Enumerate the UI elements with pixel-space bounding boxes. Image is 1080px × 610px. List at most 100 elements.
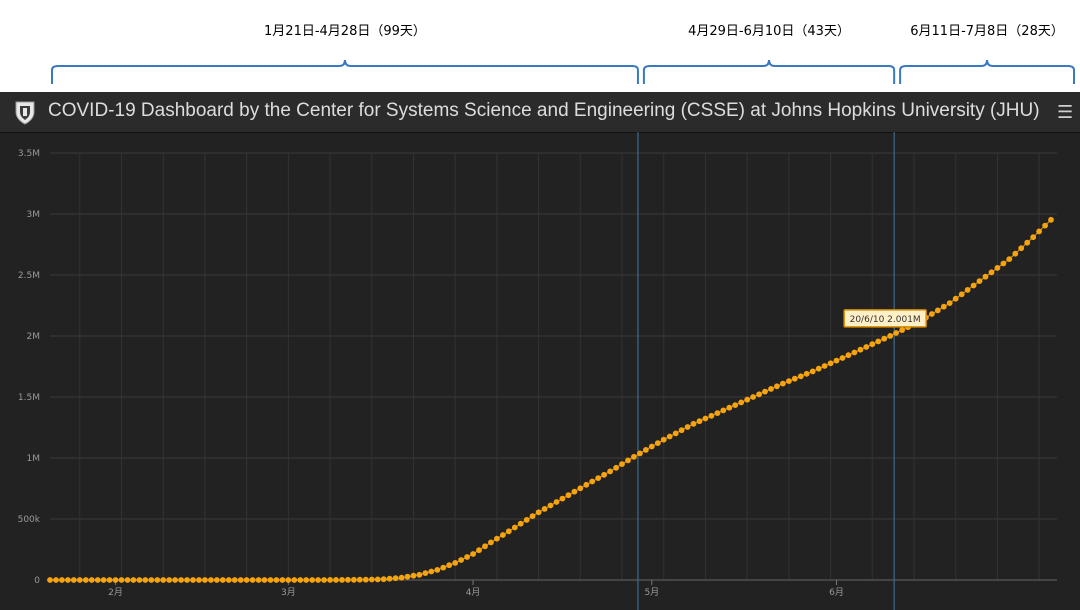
data-point xyxy=(219,577,226,583)
data-point xyxy=(488,539,494,546)
data-point xyxy=(1024,239,1031,246)
data-point xyxy=(786,378,792,384)
data-point xyxy=(327,577,333,583)
data-point xyxy=(505,528,512,535)
data-point xyxy=(416,571,423,578)
data-point xyxy=(500,532,506,538)
data-point xyxy=(172,577,179,583)
data-point xyxy=(797,373,804,380)
data-point xyxy=(869,341,876,348)
data-point xyxy=(839,355,846,361)
data-point xyxy=(130,577,137,583)
data-point xyxy=(1006,256,1013,262)
data-point xyxy=(762,388,768,395)
data-point xyxy=(184,577,190,583)
data-point xyxy=(881,335,888,342)
data-point xyxy=(750,394,756,400)
data-point xyxy=(583,481,590,488)
data-point xyxy=(464,554,470,560)
data-point xyxy=(994,265,1001,271)
data-point xyxy=(720,407,727,414)
data-point xyxy=(666,433,673,440)
data-point xyxy=(362,576,369,583)
data-point xyxy=(696,418,703,425)
x-tick-label: 3月 xyxy=(281,587,296,598)
period-label: 1月21日-4月28日（99天） xyxy=(264,24,426,39)
data-point xyxy=(65,577,71,583)
data-point xyxy=(148,577,155,583)
data-point xyxy=(929,311,935,317)
data-point xyxy=(821,363,828,369)
data-point xyxy=(356,576,363,583)
data-point xyxy=(643,447,649,453)
cumulative-cases-chart: 0 500k 1M 1.5M 2M 2.5M 3M 3.5M 2月 3月 4月 5月 6月 20/6/10… xyxy=(18,132,1057,610)
data-point xyxy=(267,577,274,583)
data-point xyxy=(1048,216,1054,223)
data-point xyxy=(392,575,399,582)
data-point xyxy=(190,577,196,583)
data-point xyxy=(333,577,339,583)
y-tick-label: 500k xyxy=(18,515,41,525)
data-point xyxy=(547,502,554,509)
data-point xyxy=(374,576,381,583)
data-point xyxy=(559,495,566,502)
data-point xyxy=(202,577,208,583)
data-point xyxy=(88,577,95,583)
data-point xyxy=(702,415,709,422)
dashboard-panel: COVID-19 Dashboard by the Center for Sys… xyxy=(0,92,1080,610)
data-point xyxy=(678,427,685,434)
data-point xyxy=(970,282,977,289)
period-bracket xyxy=(642,59,896,84)
data-point xyxy=(619,461,625,467)
data-point xyxy=(398,574,405,581)
data-point xyxy=(517,520,524,527)
data-point xyxy=(76,577,83,583)
data-point xyxy=(446,562,453,569)
data-point xyxy=(345,576,351,583)
data-point xyxy=(249,577,256,583)
data-point xyxy=(553,499,560,505)
data-point xyxy=(607,468,613,475)
data-point xyxy=(1030,234,1037,241)
data-point xyxy=(946,300,953,306)
data-point xyxy=(803,370,810,377)
data-point xyxy=(827,360,834,367)
data-point xyxy=(863,344,870,350)
data-point xyxy=(958,291,965,298)
data-point xyxy=(458,557,464,563)
dashboard-header: COVID-19 Dashboard by the Center for Sys… xyxy=(0,92,1080,133)
data-point xyxy=(208,577,214,583)
data-point xyxy=(780,380,786,387)
hamburger-menu-icon[interactable]: ☰ xyxy=(1057,102,1074,123)
data-point xyxy=(1042,222,1048,229)
data-point xyxy=(243,577,250,583)
y-tick-label: 1M xyxy=(27,454,41,464)
data-point xyxy=(809,368,816,375)
period-label: 4月29日-6月10日（43天） xyxy=(688,24,850,39)
data-point xyxy=(309,577,316,583)
data-point xyxy=(213,577,220,583)
data-point xyxy=(422,570,429,576)
x-tick-label: 5月 xyxy=(644,587,659,598)
data-point xyxy=(166,577,173,583)
data-point xyxy=(154,577,161,583)
data-point xyxy=(196,577,202,583)
data-point xyxy=(94,577,101,583)
data-point xyxy=(565,492,572,499)
data-point xyxy=(899,327,905,333)
data-point xyxy=(59,577,65,583)
data-point xyxy=(404,573,411,580)
data-point xyxy=(893,330,899,336)
tooltip-box xyxy=(843,309,927,328)
x-tick-label: 4月 xyxy=(466,587,481,598)
x-tick-label: 2月 xyxy=(108,587,123,598)
y-tick-label: 3M xyxy=(27,210,41,220)
y-tick-label: 0 xyxy=(34,576,40,586)
data-point xyxy=(833,357,840,364)
data-point xyxy=(601,471,607,478)
data-point xyxy=(100,577,107,583)
data-point xyxy=(708,412,715,419)
data-point xyxy=(285,577,292,583)
data-point xyxy=(982,273,989,280)
data-point xyxy=(339,577,345,583)
